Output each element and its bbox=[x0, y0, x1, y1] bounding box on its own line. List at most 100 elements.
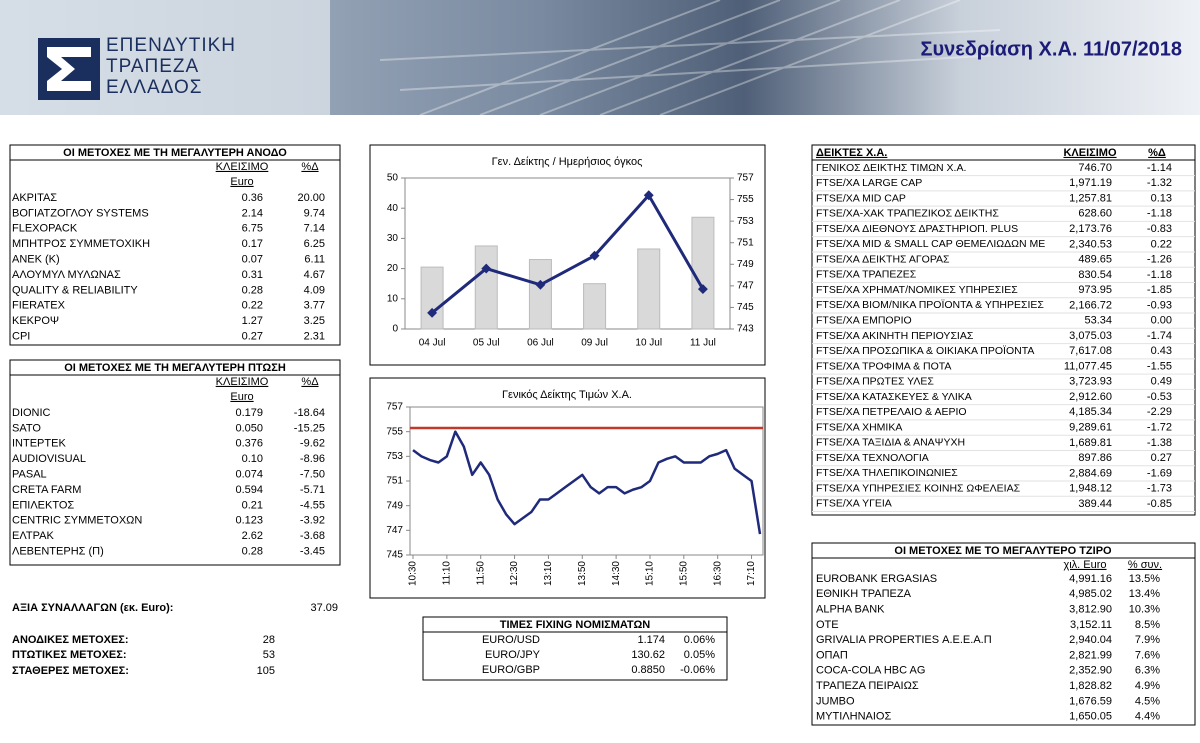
column-header: %Δ bbox=[301, 161, 319, 173]
summary-value: 105 bbox=[257, 665, 275, 677]
index-name: FTSE/XA LARGE CAP bbox=[816, 177, 922, 189]
losers-box bbox=[9, 359, 341, 566]
percent-change: -1.32 bbox=[1147, 177, 1172, 189]
percent-change: 6.11 bbox=[304, 254, 325, 266]
stock-name: PASAL bbox=[12, 469, 47, 481]
index-close: 830.54 bbox=[1078, 269, 1112, 281]
index-close: 1,689.81 bbox=[1069, 437, 1112, 449]
percent-change: -0.85 bbox=[1147, 498, 1172, 510]
percent-change: -1.55 bbox=[1147, 360, 1172, 372]
index-name: FTSE/XA ΥΓΕΙΑ bbox=[816, 498, 892, 510]
percent-change: 0.05% bbox=[684, 649, 715, 661]
y2-tick-label: 753 bbox=[737, 216, 754, 227]
marker bbox=[643, 190, 654, 201]
column-header: χιλ. Euro bbox=[1063, 559, 1106, 571]
marker bbox=[535, 279, 546, 290]
turnover-value: 2,821.99 bbox=[1069, 649, 1112, 661]
unit-label: Euro bbox=[230, 176, 253, 188]
index-close: 1,971.19 bbox=[1069, 177, 1112, 189]
logo-mark bbox=[47, 47, 91, 91]
percent-change: -0.83 bbox=[1147, 223, 1172, 235]
turnover-value: 1,650.05 bbox=[1069, 711, 1112, 723]
stock-name: ΛΕΒΕΝΤΕΡΗΣ (Π) bbox=[12, 546, 104, 558]
turnover-share: 4.4% bbox=[1135, 711, 1160, 723]
summary-label: ΠΤΩΤΙΚΕΣ ΜΕΤΟΧΕΣ: bbox=[12, 649, 127, 661]
close-price: 0.376 bbox=[235, 438, 263, 450]
index-name: FTSE/XA ΒΙΟΜ/ΝΙΚΑ ΠΡΟΪΟΝΤΑ & ΥΠΗΡΕΣΙΕΣ bbox=[816, 299, 1044, 311]
percent-change: -1.85 bbox=[1147, 284, 1172, 296]
stock-name: QUALITY & RELIABILITY bbox=[12, 284, 138, 296]
close-price: 2.14 bbox=[242, 207, 263, 219]
y2-tick-label: 755 bbox=[737, 194, 754, 205]
stock-name: SATO bbox=[12, 422, 41, 434]
chart-title: Γενικός Δείκτης Τιμών Χ.Α. bbox=[502, 389, 632, 401]
summary-value: 37.09 bbox=[310, 602, 338, 614]
stock-name: ΕΘΝΙΚΗ ΤΡΑΠΕΖΑ bbox=[816, 588, 912, 600]
close-price: 1.27 bbox=[242, 315, 263, 327]
index-name: FTSE/XA ΤΡΟΦΙΜΑ & ΠΟΤΑ bbox=[816, 360, 951, 372]
percent-change: -9.62 bbox=[300, 438, 325, 450]
index-name: FTSE/XA ΠΕΤΡΕΛΑΙΟ & ΑΕΡΙΟ bbox=[816, 406, 967, 418]
stock-name: ΚΕΚΡΟΨ bbox=[12, 315, 59, 327]
y-tick-label: 40 bbox=[387, 203, 399, 214]
fixing-rate: 130.62 bbox=[631, 649, 665, 661]
summary-label: ΣΤΑΘΕΡΕΣ ΜΕΤΟΧΕΣ: bbox=[12, 665, 129, 677]
line bbox=[431, 192, 705, 314]
percent-change: 20.00 bbox=[297, 192, 325, 204]
stock-name: ΑΝΕΚ (Κ) bbox=[12, 254, 60, 266]
index-close: 389.44 bbox=[1078, 498, 1112, 510]
y-tick-label: 10 bbox=[387, 293, 399, 304]
stock-name: ΜΠΗΤΡΟΣ ΣΥΜΜΕΤΟΧΙΚΗ bbox=[12, 238, 150, 250]
index-close: 1,948.12 bbox=[1069, 483, 1112, 495]
turnover-value: 1,676.59 bbox=[1069, 695, 1112, 707]
index-name: FTSE/XA ΥΠΗΡΕΣΙΕΣ ΚΟΙΝΗΣ ΩΦΕΛΕΙΑΣ bbox=[816, 482, 1021, 494]
percent-change: -7.50 bbox=[300, 469, 325, 481]
percent-change: -4.55 bbox=[300, 499, 325, 511]
line bbox=[412, 430, 762, 535]
stock-name: ALPHA BANK bbox=[816, 604, 885, 616]
index-name: FTSE/XA MID & SMALL CAP ΘΕΜΕΛΙΩΔΩΝ ΜΕ bbox=[816, 238, 1045, 250]
percent-change: -0.93 bbox=[1147, 299, 1172, 311]
turnover-value: 2,940.04 bbox=[1069, 634, 1112, 646]
y-tick-label: 753 bbox=[386, 451, 403, 462]
y2-tick-label: 751 bbox=[737, 237, 754, 248]
percent-change: -1.18 bbox=[1147, 269, 1172, 281]
y-tick-label: 745 bbox=[386, 550, 403, 561]
x-tick-label: 14:30 bbox=[611, 561, 622, 586]
index-name: FTSE/XA ΠΡΟΣΩΠΙΚΑ & ΟΙΚΙΑΚΑ ΠΡΟΪΟΝΤΑ bbox=[816, 345, 1034, 357]
table-title-row bbox=[422, 616, 728, 633]
currency-pair: EURO/USD bbox=[482, 634, 540, 646]
y-tick-label: 749 bbox=[386, 500, 403, 511]
plot-area bbox=[404, 177, 731, 330]
close-price: 6.75 bbox=[242, 223, 263, 235]
close-price: 0.36 bbox=[242, 192, 263, 204]
index-name: FTSE/XA ΤΑΞΙΔΙΑ & ΑΝΑΨΥΧΗ bbox=[816, 437, 965, 449]
column-header: %Δ bbox=[301, 376, 319, 388]
index-close: 1,257.81 bbox=[1069, 192, 1112, 204]
close-price: 0.21 bbox=[242, 499, 263, 511]
index-name: FTSE/XA ΕΜΠΟΡΙΟ bbox=[816, 314, 912, 326]
index-close: 2,912.60 bbox=[1069, 391, 1112, 403]
currency-pair: EURO/GBP bbox=[482, 664, 540, 676]
column-header: ΚΛΕΙΣΙΜΟ bbox=[216, 376, 269, 388]
stock-name: ΟΠΑΠ bbox=[816, 649, 848, 661]
x-tick-label: 05 Jul bbox=[473, 338, 500, 349]
percent-change: 0.13 bbox=[1151, 192, 1172, 204]
close-price: 0.179 bbox=[235, 407, 263, 419]
table-title: ΤΙΜΕΣ FIXING ΝΟΜΙΣΜΑΤΩΝ bbox=[500, 619, 651, 631]
table-title-row bbox=[811, 542, 1196, 559]
stock-name: COCA-COLA HBC AG bbox=[816, 665, 925, 677]
stock-name: JUMBO bbox=[816, 695, 855, 707]
marker bbox=[481, 263, 492, 274]
index-close: 2,166.72 bbox=[1069, 299, 1112, 311]
column-header: ΚΛΕΙΣΙΜΟ bbox=[216, 161, 269, 173]
index-close: 4,185.34 bbox=[1069, 406, 1112, 418]
percent-change: 0.27 bbox=[1151, 452, 1172, 464]
percent-change: -1.14 bbox=[1147, 162, 1172, 174]
stock-name: ΕΛΤΡΑΚ bbox=[12, 530, 54, 542]
x-tick-label: 04 Jul bbox=[419, 338, 446, 349]
close-price: 0.594 bbox=[235, 484, 263, 496]
turnover-value: 2,352.90 bbox=[1069, 665, 1112, 677]
y-tick-label: 757 bbox=[386, 402, 403, 413]
